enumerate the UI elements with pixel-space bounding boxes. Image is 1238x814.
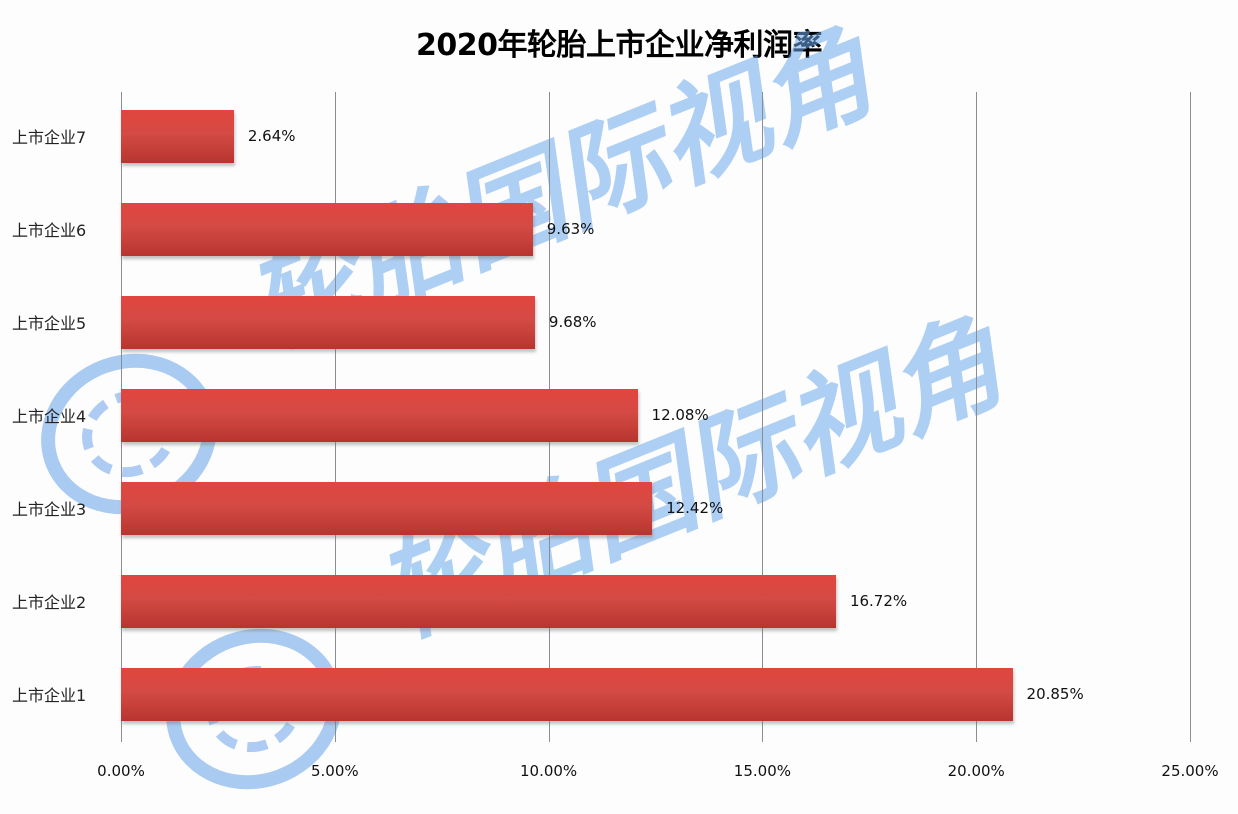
y-category-label: 上市企业7 [12, 128, 87, 148]
x-tick-label: 25.00% [1161, 762, 1219, 780]
x-tick-label: 5.00% [310, 762, 359, 780]
bar[interactable] [121, 389, 638, 442]
bar[interactable] [121, 203, 533, 257]
plot-area: 2.64% 9.63% 9.68% 12.08% 12.42% 16.72% 20.85% [121, 92, 1191, 742]
data-label: 9.63% [546, 220, 595, 239]
y-category-label: 上市企业4 [12, 407, 87, 426]
y-category-label: 上市企业1 [12, 685, 87, 705]
data-label: 2.64% [247, 127, 296, 146]
x-tick-label: 15.00% [733, 762, 791, 780]
bar[interactable] [121, 110, 234, 164]
x-tick-label: 0.00% [97, 762, 145, 780]
chart-title: 2020年轮胎上市企业净利润率 [416, 28, 823, 63]
y-category-label: 上市企业5 [12, 314, 87, 334]
bar[interactable] [121, 481, 653, 535]
data-label: 12.42% [666, 498, 724, 517]
gridline [976, 92, 978, 742]
y-category-label: 上市企业2 [12, 592, 87, 612]
x-tick-label: 20.00% [947, 762, 1005, 780]
bar[interactable] [121, 667, 1013, 721]
gridline [762, 92, 764, 742]
data-label: 12.08% [651, 406, 709, 424]
gridline [1190, 92, 1191, 742]
y-category-label: 上市企业3 [12, 499, 87, 519]
y-category-label: 上市企业6 [12, 221, 87, 241]
data-label: 16.72% [849, 591, 908, 610]
data-label: 9.68% [548, 313, 597, 332]
x-tick-label: 10.00% [519, 762, 578, 780]
bar[interactable] [121, 296, 535, 350]
data-label: 20.85% [1026, 684, 1084, 703]
bar[interactable] [121, 574, 836, 628]
